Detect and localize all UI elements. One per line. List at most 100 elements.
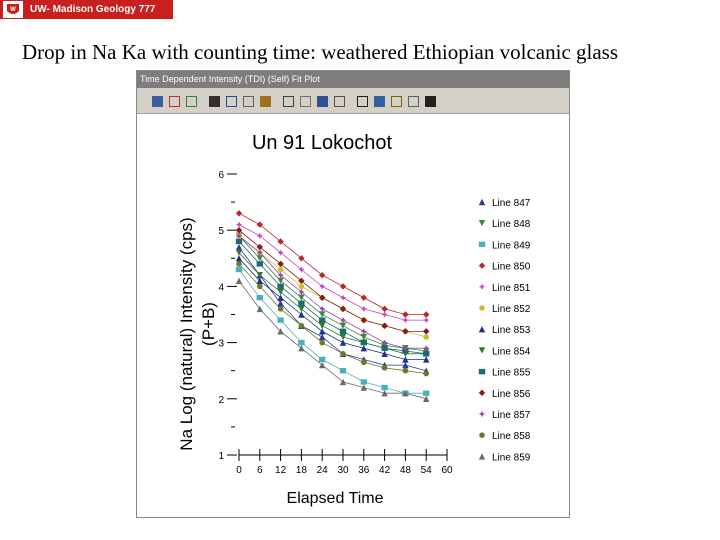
data-point bbox=[360, 294, 367, 301]
data-point bbox=[339, 378, 347, 386]
data-point bbox=[319, 339, 325, 346]
help-icon[interactable] bbox=[405, 93, 420, 108]
data-point bbox=[298, 311, 305, 318]
chart-svg: Un 91 Lokochot Na Log (natural) Intensit… bbox=[177, 132, 531, 507]
x-tick-label: 42 bbox=[379, 465, 391, 476]
crosshair-icon[interactable] bbox=[297, 93, 312, 108]
data-point bbox=[381, 345, 388, 351]
data-point bbox=[360, 379, 367, 385]
data-point bbox=[277, 306, 284, 312]
y-tick-label: 2 bbox=[218, 395, 224, 406]
legend-label: Line 847 bbox=[492, 198, 531, 209]
legend-label: Line 855 bbox=[492, 368, 531, 379]
data-point bbox=[402, 328, 409, 335]
data-point bbox=[277, 277, 284, 284]
data-point bbox=[277, 249, 284, 256]
data-point bbox=[319, 328, 326, 335]
data-point bbox=[298, 345, 305, 352]
data-point bbox=[339, 316, 347, 324]
legend-marker bbox=[478, 410, 486, 418]
data-point bbox=[381, 305, 388, 313]
data-point bbox=[361, 359, 367, 366]
data-point bbox=[360, 316, 367, 324]
grid-icon[interactable] bbox=[206, 93, 221, 108]
data-point bbox=[256, 221, 263, 228]
uw-madison-badge: W UW- Madison Geology 777 bbox=[0, 0, 173, 19]
data-point bbox=[339, 339, 347, 346]
axis-icon[interactable] bbox=[314, 93, 329, 108]
data-point bbox=[235, 255, 243, 262]
chart-title: Un 91 Lokochot bbox=[252, 132, 393, 154]
legend-label: Line 856 bbox=[492, 389, 531, 400]
data-point bbox=[360, 305, 367, 313]
data-point bbox=[298, 339, 305, 346]
bar-chart-icon[interactable] bbox=[149, 93, 164, 108]
data-point bbox=[423, 356, 430, 363]
x-tick-label: 54 bbox=[421, 465, 433, 476]
data-point bbox=[277, 294, 284, 301]
print-icon[interactable] bbox=[280, 93, 295, 108]
color-icon[interactable] bbox=[183, 93, 198, 108]
chart-type-icon[interactable] bbox=[166, 93, 181, 108]
data-point bbox=[381, 339, 388, 346]
data-point bbox=[256, 277, 263, 284]
fit-curve bbox=[238, 263, 427, 374]
data-point bbox=[340, 351, 346, 357]
copy-icon[interactable] bbox=[371, 93, 386, 108]
data-point bbox=[381, 322, 388, 329]
legend-marker bbox=[478, 326, 486, 333]
data-point bbox=[235, 266, 243, 273]
data-point bbox=[256, 232, 263, 240]
data-point bbox=[381, 389, 388, 397]
legend-label: Line 858 bbox=[492, 431, 531, 442]
data-point bbox=[339, 283, 347, 290]
legend-marker bbox=[478, 283, 486, 290]
properties-icon[interactable] bbox=[388, 93, 403, 108]
data-point bbox=[381, 384, 388, 391]
data-point bbox=[360, 328, 367, 335]
data-point bbox=[423, 345, 430, 352]
data-point bbox=[339, 322, 347, 329]
data-point bbox=[236, 261, 242, 267]
fit-curve bbox=[238, 224, 427, 321]
data-point bbox=[319, 294, 326, 301]
x-tick-label: 48 bbox=[400, 465, 412, 476]
x-tick-label: 30 bbox=[337, 465, 349, 476]
y-tick-label: 4 bbox=[218, 282, 224, 293]
data-point bbox=[423, 328, 430, 335]
data-point bbox=[339, 328, 347, 335]
window-title[interactable]: Time Dependent Intensity (TDI) (Self) Fi… bbox=[137, 71, 569, 88]
data-point bbox=[319, 283, 326, 290]
fit-curve bbox=[238, 280, 427, 400]
y-tick-label: 5 bbox=[218, 226, 224, 237]
text-abc-icon[interactable] bbox=[223, 93, 238, 108]
legend-label: Line 850 bbox=[492, 262, 531, 273]
legend-icon[interactable] bbox=[257, 93, 272, 108]
legend-label: Line 852 bbox=[492, 304, 531, 315]
data-point bbox=[319, 356, 326, 363]
data-point bbox=[402, 311, 409, 318]
zoom-out-icon[interactable] bbox=[354, 93, 369, 108]
data-point bbox=[298, 294, 305, 301]
data-point bbox=[319, 333, 326, 341]
legend-label: Line 849 bbox=[492, 240, 531, 251]
legend-marker bbox=[478, 198, 486, 206]
data-point bbox=[298, 305, 305, 313]
data-point bbox=[423, 334, 430, 340]
data-table-icon[interactable] bbox=[331, 93, 346, 108]
data-point bbox=[235, 277, 243, 284]
legend-marker bbox=[478, 389, 486, 396]
data-point bbox=[381, 311, 388, 318]
legend-marker bbox=[478, 262, 486, 269]
data-point bbox=[319, 305, 326, 313]
data-point bbox=[339, 305, 347, 313]
data-point bbox=[277, 283, 284, 290]
data-point bbox=[423, 311, 430, 318]
magnify-icon[interactable] bbox=[422, 93, 437, 108]
data-point bbox=[277, 288, 284, 296]
legend-marker bbox=[478, 241, 486, 248]
data-point bbox=[381, 365, 388, 371]
data-point bbox=[402, 316, 409, 324]
number-format-icon[interactable] bbox=[240, 93, 255, 108]
legend-marker bbox=[478, 347, 486, 354]
